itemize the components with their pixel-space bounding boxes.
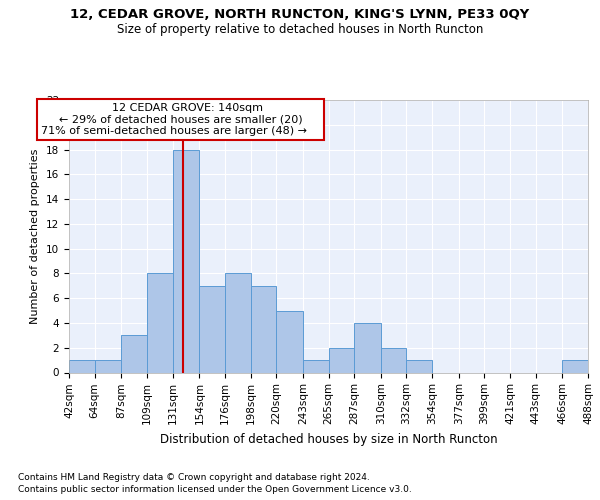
Text: Distribution of detached houses by size in North Runcton: Distribution of detached houses by size … [160, 432, 497, 446]
Y-axis label: Number of detached properties: Number of detached properties [31, 148, 40, 324]
Text: 12, CEDAR GROVE, NORTH RUNCTON, KING'S LYNN, PE33 0QY: 12, CEDAR GROVE, NORTH RUNCTON, KING'S L… [70, 8, 530, 20]
Bar [251, 286, 276, 372]
Bar [199, 286, 225, 372]
Bar [173, 150, 199, 372]
Bar [276, 310, 303, 372]
Bar [562, 360, 588, 372]
Text: 12 CEDAR GROVE: 140sqm
← 29% of detached houses are smaller (20)
71% of semi-det: 12 CEDAR GROVE: 140sqm ← 29% of detached… [41, 102, 320, 136]
Bar [225, 274, 251, 372]
Bar [354, 323, 381, 372]
Bar [95, 360, 121, 372]
Bar [147, 274, 173, 372]
Text: Size of property relative to detached houses in North Runcton: Size of property relative to detached ho… [117, 22, 483, 36]
Text: Contains HM Land Registry data © Crown copyright and database right 2024.: Contains HM Land Registry data © Crown c… [18, 472, 370, 482]
Bar [69, 360, 95, 372]
Bar [406, 360, 432, 372]
Bar [121, 336, 147, 372]
Bar [381, 348, 406, 372]
Bar [303, 360, 329, 372]
Text: Contains public sector information licensed under the Open Government Licence v3: Contains public sector information licen… [18, 485, 412, 494]
Bar [329, 348, 354, 372]
